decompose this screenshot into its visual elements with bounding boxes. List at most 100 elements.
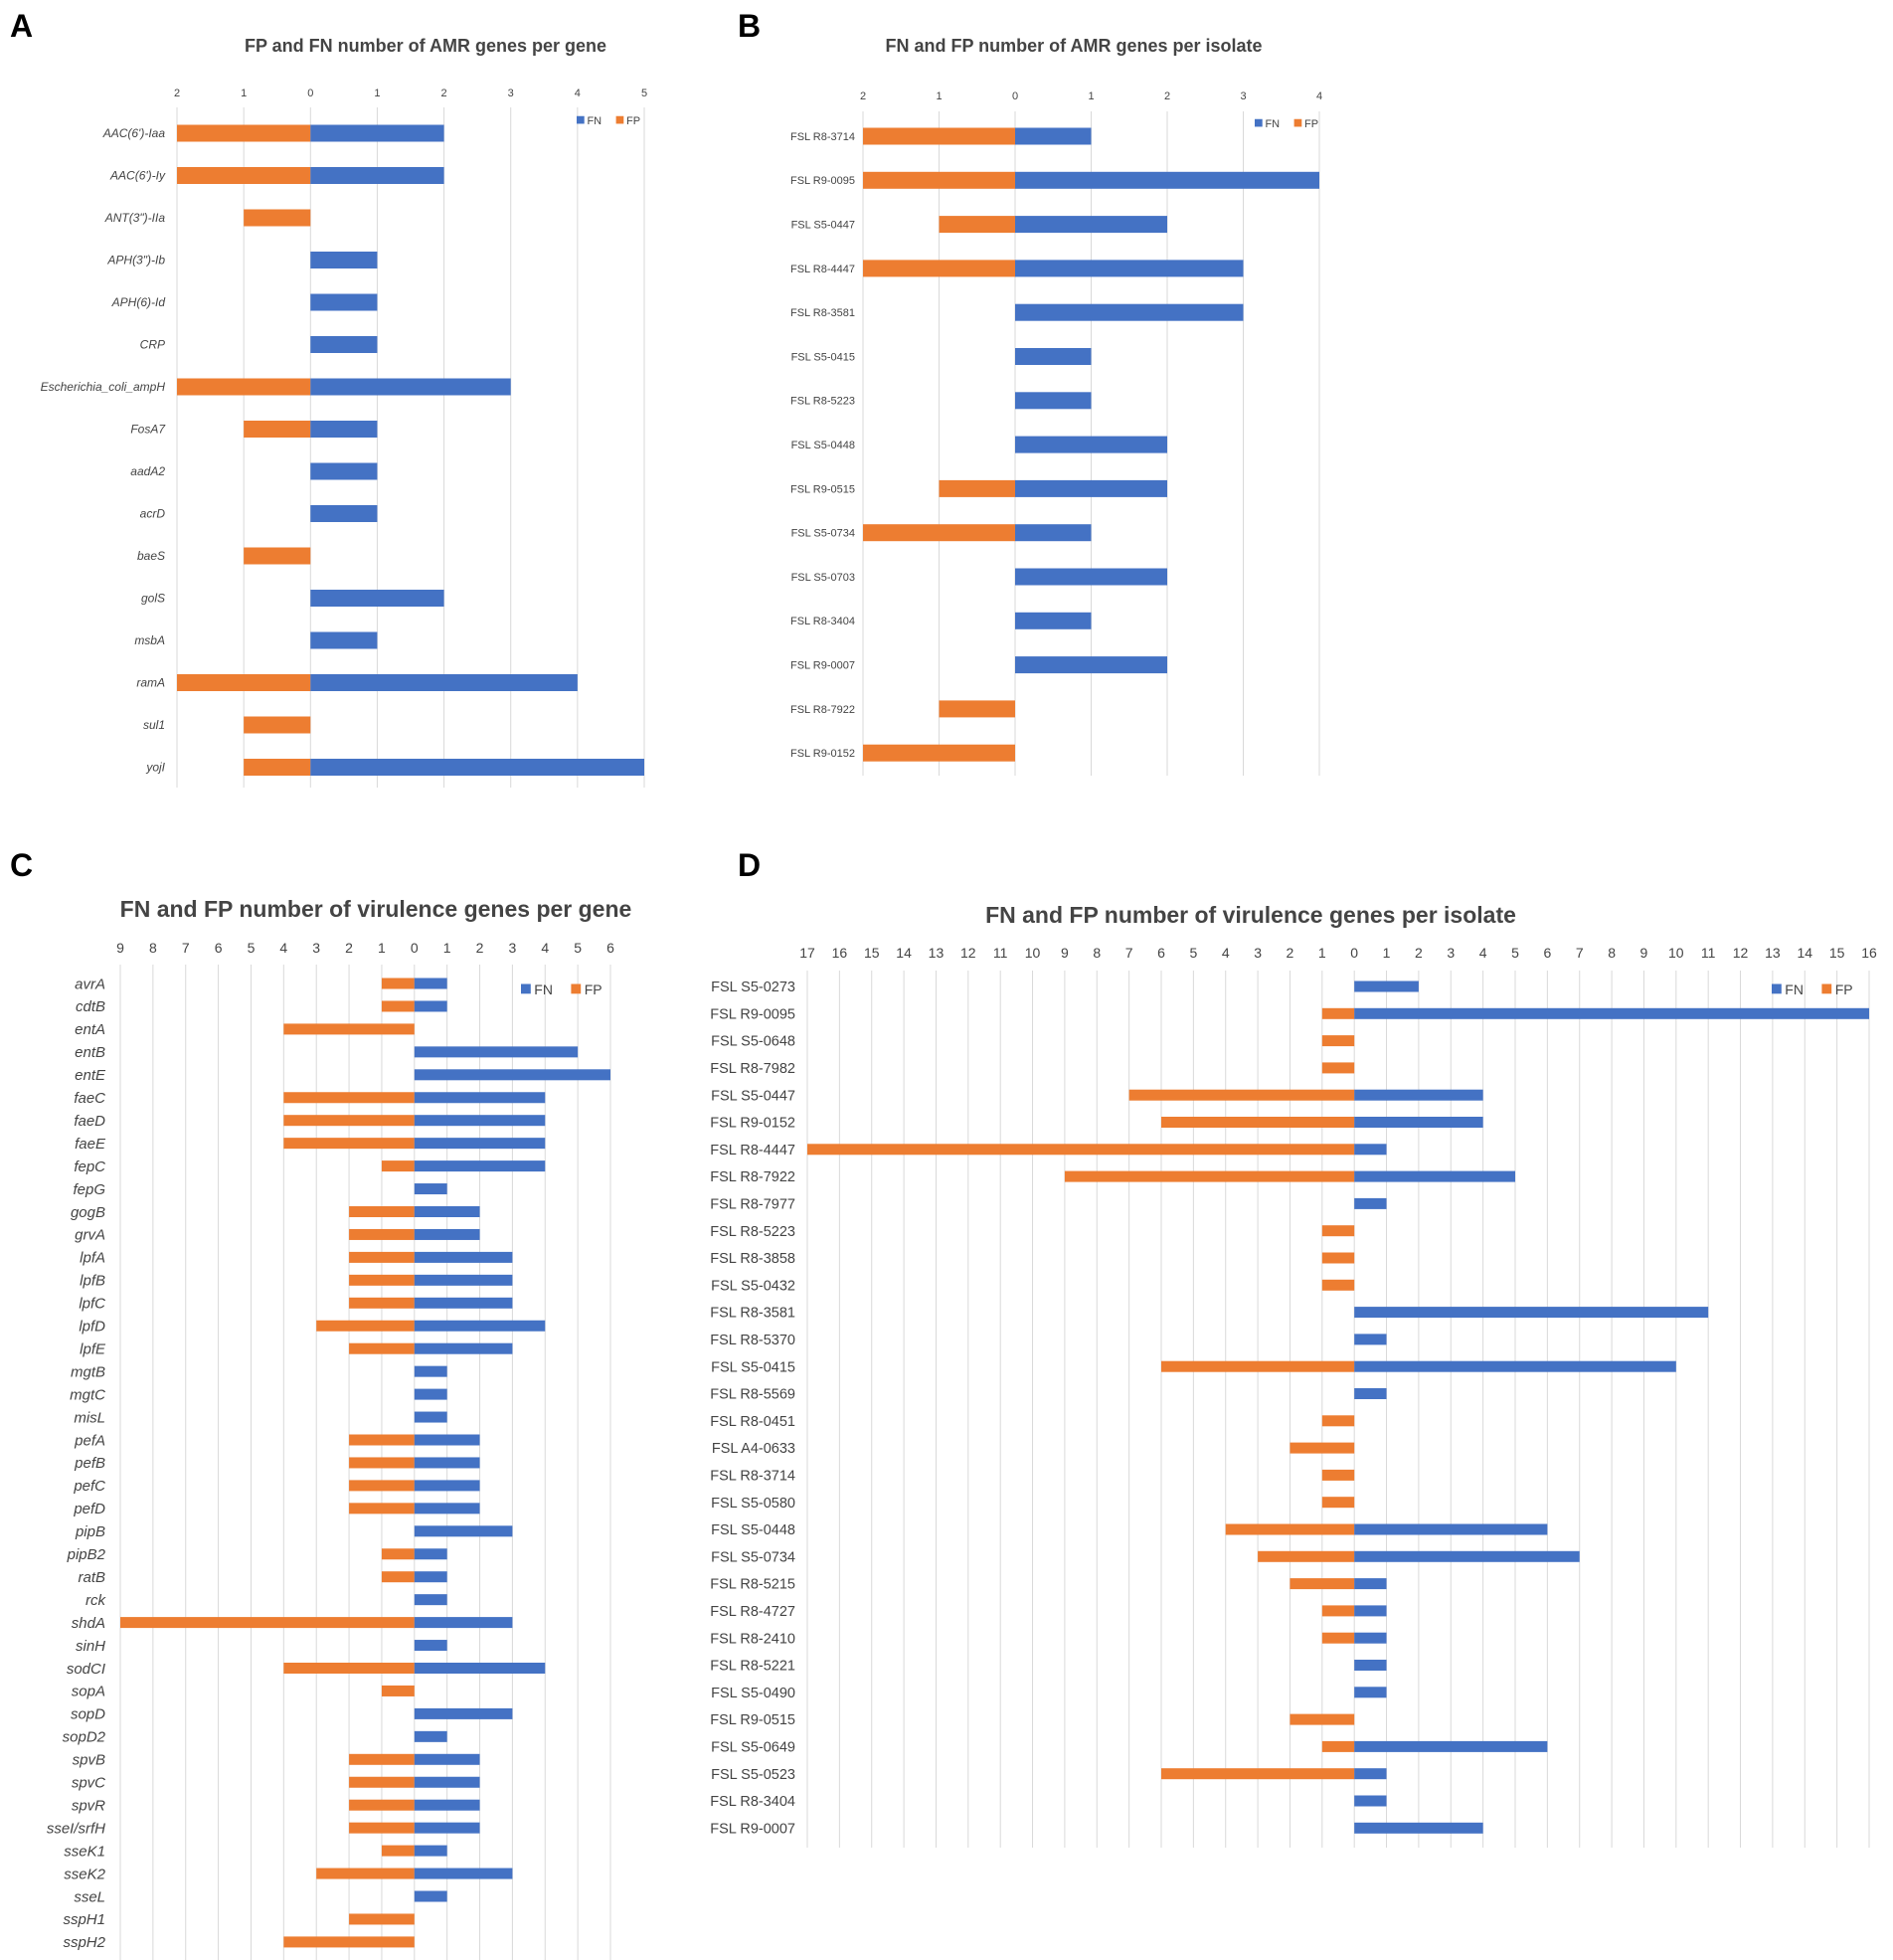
fp-bar [244,421,311,438]
category-label: FSL R9-0152 [790,748,855,760]
fp-bar [807,1144,1355,1156]
fp-bar [349,1274,415,1286]
category-label: FosA7 [130,423,166,437]
fp-bar [381,1845,415,1857]
fn-bar [414,1069,610,1081]
category-label: faeE [75,1136,106,1153]
tick-label: 5 [641,88,647,99]
fn-bar [310,421,378,438]
tick-label: 3 [508,88,514,99]
category-label: sseK2 [64,1866,105,1882]
fn-bar [1354,1007,1869,1019]
category-label: FSL R8-7922 [710,1169,795,1185]
fn-bar [1015,216,1167,234]
fn-bar [414,1457,480,1469]
fp-bar [283,1663,415,1674]
chart-title-a: FP and FN number of AMR genes per gene [245,36,606,56]
fp-bar [381,978,415,989]
fp-bar [349,1799,415,1811]
fn-bar [414,1183,447,1195]
category-label: pefB [74,1455,105,1472]
fp-bar [349,1206,415,1217]
fp-bar [283,1936,415,1948]
fn-bar [310,252,378,268]
tick-label: 4 [1222,945,1230,961]
category-label: pefD [73,1501,105,1517]
fp-bar [381,1685,415,1696]
category-label: Escherichia_coli_ampH [41,380,166,394]
category-label: FSL S5-0734 [711,1549,795,1565]
category-label: FSL S5-0415 [711,1359,795,1375]
fn-bar [414,1548,447,1560]
fp-bar [1321,1279,1355,1291]
fn-bar [1015,436,1167,453]
fn-bar [414,1434,480,1446]
category-label: sspH1 [63,1911,105,1928]
tick-label: 2 [441,88,447,99]
legend-fp-label: FP [626,115,640,127]
tick-label: 3 [509,940,517,956]
fp-bar [863,524,1015,542]
fp-bar [316,1868,415,1879]
category-label: spvC [72,1775,105,1792]
tick-label: 9 [1061,945,1069,961]
fn-bar [1015,656,1167,674]
legend-fp-label: FP [585,981,602,997]
tick-label: 14 [1797,945,1812,961]
fn-bar [1354,1170,1515,1182]
category-label: sseL [74,1888,105,1905]
category-label: FSL R9-0515 [790,483,855,495]
fp-bar [1321,1469,1355,1481]
category-label: FSL S5-0580 [711,1496,795,1512]
fn-bar [414,1799,480,1811]
fp-bar [177,167,311,184]
fn-bar [414,1274,513,1286]
panel-letter-c: C [10,847,34,883]
category-label: FSL S5-0703 [791,572,855,584]
fp-bar [1290,1578,1355,1590]
fn-bar [414,1890,447,1902]
fn-bar [414,1160,546,1172]
fn-bar [1015,260,1244,277]
legend-fn-swatch [1255,118,1263,127]
tick-label: 9 [116,940,124,956]
fn-bar [414,1138,546,1150]
fn-bar [1354,1388,1387,1399]
category-label: lpfE [80,1340,106,1357]
category-label: FSL R9-0007 [710,1821,795,1837]
fp-bar [939,700,1015,718]
category-label: FSL R8-5223 [710,1224,795,1240]
fp-bar [1258,1550,1355,1562]
tick-label: 13 [1765,945,1781,961]
fn-bar [1354,1360,1676,1372]
tick-label: 10 [1025,945,1041,961]
fn-bar [414,1206,480,1217]
category-label: FSL R9-0095 [710,1006,795,1022]
category-label: fepC [74,1158,105,1175]
tick-label: 1 [443,940,451,956]
category-label: FSL R8-5221 [710,1659,795,1675]
tick-label: 7 [1576,945,1584,961]
category-label: FSL R8-0451 [710,1414,795,1430]
category-label: FSL S5-0273 [711,980,795,995]
fn-bar [1354,980,1419,992]
tick-label: 4 [1479,945,1487,961]
fp-bar [1225,1523,1355,1535]
category-label: sopD2 [63,1729,106,1746]
category-label: ANT(3")-IIa [104,211,166,225]
tick-label: 1 [1088,90,1094,102]
tick-label: 8 [1608,945,1616,961]
tick-label: 5 [248,940,256,956]
fp-bar [1321,1252,1355,1264]
fn-bar [1015,524,1092,542]
tick-label: 6 [215,940,223,956]
category-label: FSL R8-3404 [790,616,855,627]
panel-letter-d: D [738,847,762,883]
legend-fp-label: FP [1304,118,1318,130]
tick-label: 5 [574,940,582,956]
category-label: lpfD [79,1319,105,1336]
category-label: FSL R8-3858 [710,1251,795,1267]
fn-bar [414,1046,579,1058]
category-label: FSL S5-0415 [791,351,855,363]
